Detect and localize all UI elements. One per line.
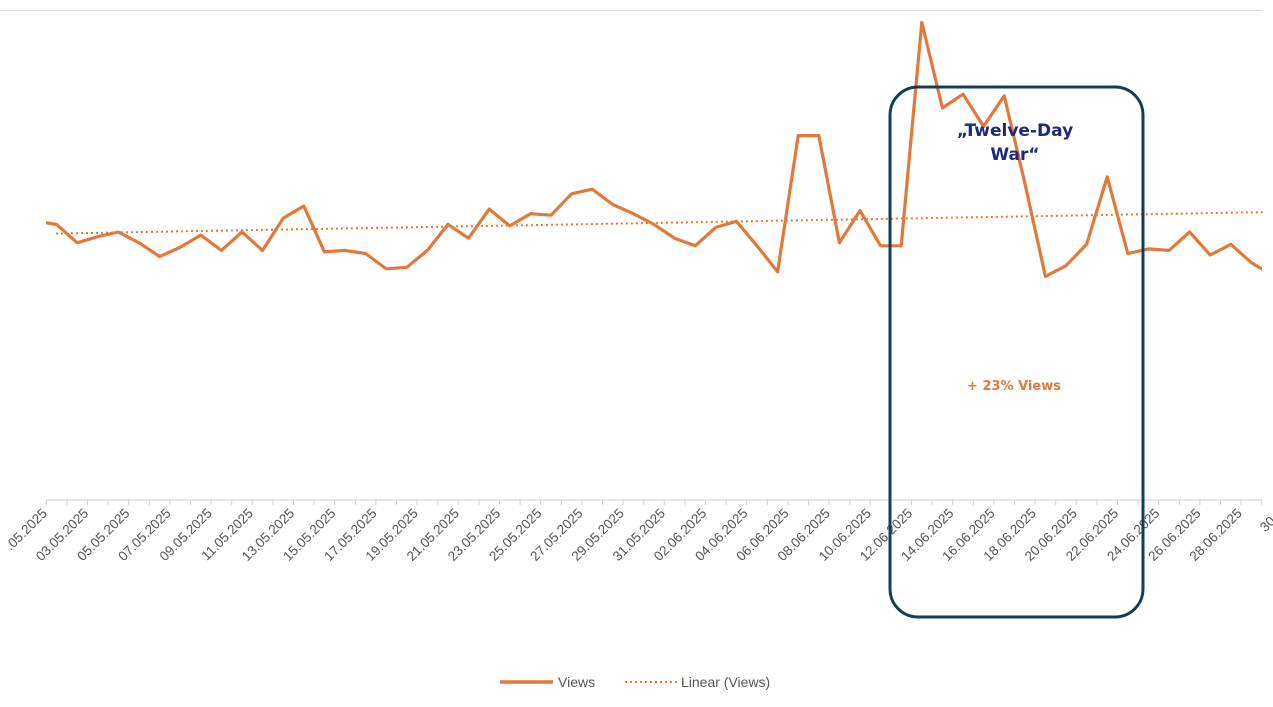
legend-trend-label: Linear (Views) [681,674,770,690]
views-series-group [46,20,1262,278]
linear-trend-line [55,211,1266,235]
annotation-increase-note: + 23% Views [967,379,1061,394]
legend-views-label: Views [558,674,595,690]
views-series-line [46,20,1262,278]
annotation-group: „Twelve-Day War“ + 23% Views [888,85,1145,619]
x-axis [45,499,1263,505]
trend-line-group [55,211,1266,235]
annotation-title: „Twelve-Day War“ [957,121,1073,165]
top-border-line [0,10,1262,11]
x-tick-label: 30.0 [1257,506,1273,535]
twelve-day-war-highlight-box [888,85,1145,619]
x-tick-labels: .05.202503.05.202505.05.202507.05.202509… [2,506,1273,564]
legend: Views Linear (Views) [500,674,770,690]
